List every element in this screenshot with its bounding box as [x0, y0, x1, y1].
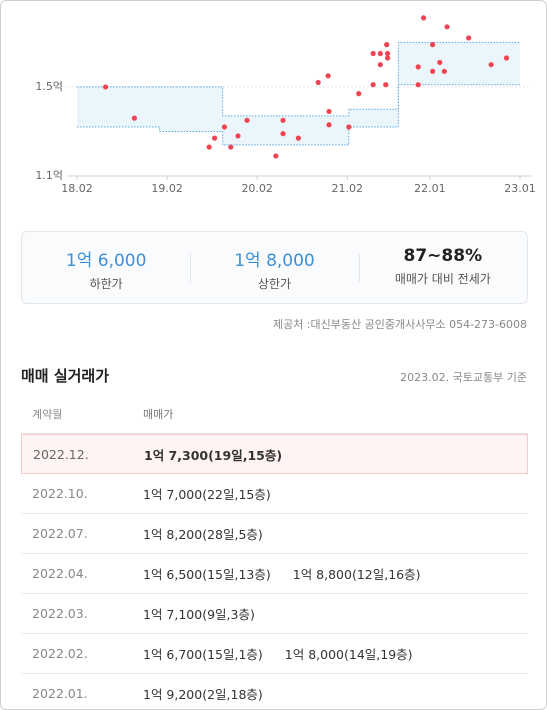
deal: 1억 7,100(9일,3층) [143, 607, 255, 622]
price-cell: 1억 8,200(28일,5층) [143, 524, 285, 543]
header-cell: 매매가 [143, 407, 174, 421]
price-cell: 1억 7,000(22일,15층) [143, 484, 293, 503]
trade-point [370, 82, 376, 88]
price-cell: 1억 7,100(9일,3층) [143, 604, 277, 623]
deal: 1억 7,000(22일,15층) [143, 487, 271, 502]
trade-point [273, 153, 279, 159]
trade-point [356, 91, 362, 97]
price-cell: 1억 6,500(15일,13층) 1억 8,800(12일,16층) [143, 564, 443, 583]
trade-point [325, 73, 331, 79]
table-row: 2022.10. 1억 7,000(22일,15층) [21, 474, 528, 514]
trade-point [488, 62, 494, 68]
summary-item: 1억 8,000 상한가 [190, 232, 358, 303]
trade-point [315, 79, 321, 86]
summary-value: 1억 8,000 [234, 251, 315, 271]
table-row: 2022.03. 1억 7,100(9일,3층) [21, 594, 528, 634]
trade-point [206, 144, 212, 150]
price-band [77, 42, 520, 145]
x-tick-label: 18.02 [61, 182, 93, 195]
trade-point [415, 64, 421, 70]
trade-point [370, 50, 376, 57]
month-cell: 2022.10. [32, 486, 88, 501]
band-lower [77, 84, 520, 146]
trade-point [377, 50, 383, 57]
trade-point [346, 124, 352, 130]
trade-point [441, 68, 447, 74]
month-cell: 2022.07. [32, 526, 88, 541]
basis-note: 2023.02. 국토교통부 기준 [400, 371, 527, 384]
transaction-table: 계약월 매매가 2022.12. 1억 7,300(19일,15층) 2022.10… [21, 394, 528, 709]
month-cell: 2022.02. [32, 646, 88, 661]
x-tick-label: 21.02 [332, 182, 364, 195]
table-row: 2022.07. 1억 8,200(28일,5층) [21, 514, 528, 554]
y-tick-label: 1.5억 [35, 80, 63, 93]
summary-label: 상한가 [257, 277, 292, 291]
trade-point [280, 131, 286, 137]
trade-point [244, 117, 250, 123]
summary-label: 매매가 대비 전세가 [394, 272, 491, 286]
trade-point [235, 133, 241, 139]
trade-point [211, 135, 218, 141]
trade-point [228, 144, 234, 150]
table-header: 계약월 매매가 [21, 394, 528, 434]
trade-point [384, 42, 390, 48]
x-tick-label: 19.02 [151, 182, 183, 195]
price-cell: 1억 9,200(2일,18층) [143, 684, 285, 703]
table-row: 2022.04. 1억 6,500(15일,13층) 1억 8,800(12일,16… [21, 554, 528, 594]
header-cell: 계약월 [32, 407, 63, 421]
trade-point [383, 82, 389, 88]
deal: 1억 8,000(14일,19층) [284, 647, 413, 662]
trade-point [326, 122, 332, 128]
trade-point [420, 15, 427, 21]
summary-label: 하한가 [89, 277, 123, 291]
price-cell: 1억 7,300(19일,15층) [144, 445, 304, 464]
deal: 1억 6,500(15일,13층) [143, 567, 271, 582]
trade-point [415, 82, 421, 88]
table-row: 2022.02. 1억 6,700(15일,1층) 1억 8,000(14일,19층… [21, 634, 528, 674]
y-tick-label: 1.1억 [35, 169, 63, 182]
table-row: 2022.01. 1억 9,200(2일,18층) [21, 674, 528, 709]
month-cell: 2022.04. [32, 566, 88, 581]
deal: 1억 7,300(19일,15층) [144, 447, 283, 463]
trade-point [437, 59, 443, 66]
x-tick-label: 23.01 [504, 182, 536, 195]
month-cell: 2022.01. [32, 686, 88, 701]
table-row: 2022.12. 1억 7,300(19일,15층) [21, 434, 528, 474]
trade-point [377, 62, 383, 68]
source: 제공처 :대신부동산 공인중개사사무소 054-273-6008 [272, 318, 527, 331]
summary-item: 87~88% 매매가 대비 전세가 [358, 232, 527, 303]
band-upper [77, 41, 520, 117]
trade-point [384, 55, 391, 61]
x-tick-label: 20.02 [241, 182, 273, 195]
summary-value: 87~88% [403, 246, 483, 266]
trade-point [131, 115, 137, 121]
month-cell: 2022.12. [33, 446, 89, 462]
deal: 1억 8,200(28일,5층) [143, 527, 263, 542]
trade-point [503, 55, 510, 61]
x-tick-label: 22.01 [414, 182, 446, 195]
deal: 1억 6,700(15일,1층) [143, 647, 263, 662]
deal: 1억 8,800(12일,16층) [292, 567, 421, 582]
trade-point [280, 117, 286, 123]
trade-point [444, 24, 450, 30]
summary-item: 1억 6,000 하한가 [22, 232, 190, 303]
trade-point [295, 135, 301, 141]
trade-point [466, 35, 472, 41]
month-cell: 2022.03. [32, 606, 88, 621]
summary-box: 1억 6,000 하한가 1억 8,000 상한가 87~88% 매매가 대비 전세가 [21, 231, 528, 304]
trade-point [430, 42, 436, 48]
deal: 1억 9,200(2일,18층) [143, 687, 263, 702]
price-cell: 1억 6,700(15일,1층) 1억 8,000(14일,19층) [143, 644, 435, 663]
trade-point [326, 108, 332, 115]
summary-value: 1억 6,000 [65, 251, 147, 271]
section-title: 매매 실거래가 [21, 367, 110, 385]
trade-point [221, 124, 228, 130]
trade-point [430, 68, 436, 74]
trade-point [102, 84, 109, 90]
price-chart: 1.1억 1.5억 18.02 19.02 20.02 21.02 22.01 23.01 [35, 15, 536, 195]
trade-point [384, 50, 391, 57]
